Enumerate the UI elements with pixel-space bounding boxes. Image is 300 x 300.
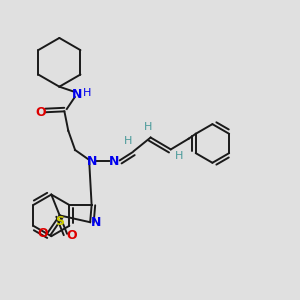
Text: N: N xyxy=(109,155,119,168)
Text: H: H xyxy=(144,122,152,132)
Text: N: N xyxy=(72,88,83,100)
Text: H: H xyxy=(175,151,183,161)
Text: O: O xyxy=(67,229,77,242)
Text: O: O xyxy=(38,227,48,240)
Text: N: N xyxy=(87,155,97,168)
Text: N: N xyxy=(91,216,101,229)
Text: H: H xyxy=(124,136,133,146)
Text: S: S xyxy=(55,215,64,228)
Text: H: H xyxy=(83,88,91,98)
Text: O: O xyxy=(35,106,46,119)
